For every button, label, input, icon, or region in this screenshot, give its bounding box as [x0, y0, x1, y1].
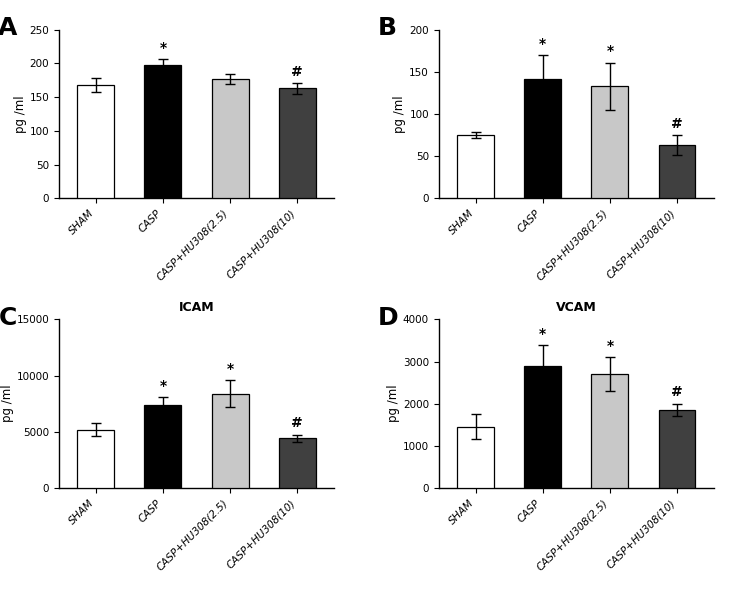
Bar	[77, 85, 114, 198]
Text: *: *	[606, 339, 613, 353]
Text: *: *	[227, 362, 233, 376]
Bar	[77, 430, 114, 488]
Text: *: *	[160, 41, 166, 55]
Text: C: C	[0, 306, 17, 330]
Bar	[592, 86, 629, 198]
Text: *: *	[539, 327, 546, 340]
Y-axis label: pg /ml: pg /ml	[394, 95, 406, 133]
Bar	[457, 135, 494, 198]
Text: #: #	[291, 416, 303, 430]
Text: *: *	[606, 45, 613, 58]
Text: A: A	[0, 16, 18, 40]
Bar	[524, 366, 562, 488]
Bar	[211, 393, 249, 488]
Title: VCAM: VCAM	[556, 301, 597, 314]
Text: B: B	[378, 16, 397, 40]
Text: *: *	[160, 379, 166, 393]
Bar	[457, 427, 494, 488]
Bar	[279, 439, 316, 488]
Bar	[524, 79, 562, 198]
Bar	[659, 145, 696, 198]
Bar	[211, 79, 249, 198]
Bar	[279, 89, 316, 198]
Title: ICAM: ICAM	[179, 301, 214, 314]
Bar	[592, 374, 629, 488]
Y-axis label: pg /ml: pg /ml	[14, 95, 26, 133]
Text: #: #	[671, 386, 683, 399]
Bar	[144, 405, 181, 488]
Y-axis label: pg /ml: pg /ml	[1, 385, 14, 422]
Y-axis label: pg /ml: pg /ml	[387, 385, 400, 422]
Bar	[144, 65, 181, 198]
Text: D: D	[378, 306, 399, 330]
Text: #: #	[671, 117, 683, 131]
Bar	[659, 410, 696, 488]
Text: *: *	[539, 37, 546, 51]
Text: #: #	[291, 65, 303, 79]
